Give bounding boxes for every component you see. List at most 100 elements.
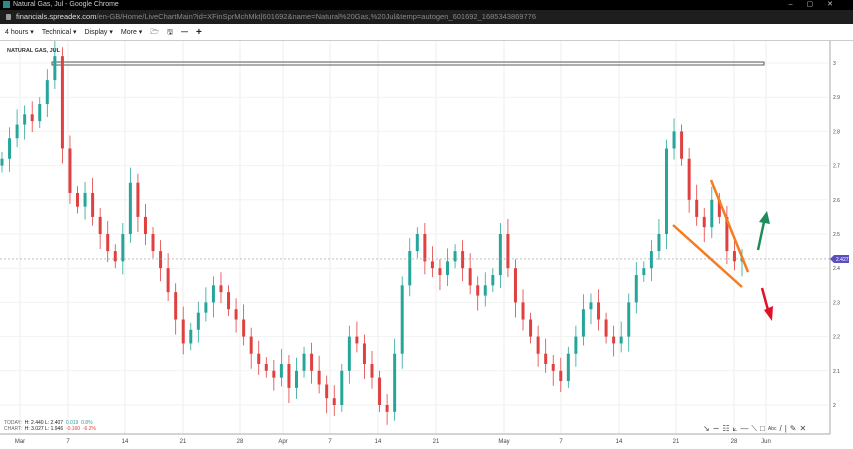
today-high: H: 2.440 [24, 420, 44, 426]
time-tick-label: 14 [616, 439, 623, 445]
candle [189, 329, 193, 344]
candle [513, 268, 517, 303]
candle [468, 268, 472, 286]
time-tick-label: 7 [328, 439, 332, 445]
falling-wedge-lower-line[interactable] [672, 224, 743, 288]
text-icon[interactable]: Abc [767, 426, 777, 432]
save-icon[interactable]: 🖫 [167, 29, 173, 36]
up-arrow-shaft [756, 221, 766, 251]
candle [166, 268, 170, 293]
arrow-icon[interactable]: ↘ [703, 424, 710, 433]
today-percent: 0.8% [81, 420, 93, 426]
curve-icon[interactable]: ∼ [712, 424, 720, 433]
candle [227, 292, 231, 310]
candle [91, 192, 95, 217]
candle [551, 363, 555, 371]
time-tick-label: 7 [66, 439, 70, 445]
price-tick-label: 2.7 [833, 164, 840, 170]
fan-icon[interactable]: ⟀ [732, 424, 738, 433]
down-arrow-shaft [760, 287, 770, 311]
zoom-out-icon[interactable]: — [180, 29, 188, 36]
candle [53, 56, 57, 81]
candle [355, 336, 359, 344]
candle [15, 124, 19, 139]
drawn-rectangle[interactable] [51, 61, 765, 66]
candle [423, 234, 427, 262]
fib-icon[interactable]: ☷ [722, 424, 730, 433]
candle [430, 261, 434, 269]
price-tick-label: 3 [833, 61, 836, 67]
url-domain: financials.spreadex.com [16, 12, 97, 21]
candle [0, 158, 4, 166]
candle [680, 131, 684, 159]
pencil-icon[interactable]: ✎ [789, 424, 797, 433]
candle [370, 363, 374, 378]
line-icon[interactable]: / [779, 424, 782, 433]
price-chart[interactable]: Mar 7 14 21 28 Apr 7 14 21 May 7 14 21 28 Jun 3 2.9 2.8 2.… [0, 41, 853, 449]
chart-label: CHART: [4, 426, 22, 432]
time-tick-label: Apr [278, 439, 287, 445]
display-dropdown[interactable]: Display ▾ [84, 29, 113, 36]
price-tick-label: 2.3 [833, 300, 840, 306]
trend-line-icon[interactable]: ⟍ [751, 424, 757, 433]
candle [136, 182, 140, 217]
candle [347, 336, 351, 371]
time-tick-label: 21 [673, 439, 680, 445]
candle [529, 319, 533, 337]
folder-open-icon[interactable]: 🗁 [150, 29, 159, 36]
candle [687, 158, 691, 200]
today-label: TODAY: [4, 420, 22, 426]
candle [574, 336, 578, 354]
candle [279, 363, 283, 378]
candle [385, 405, 389, 412]
candle [121, 234, 125, 262]
candle [8, 138, 12, 159]
time-tick-label: 7 [559, 439, 563, 445]
candle [461, 251, 465, 269]
candle [287, 363, 291, 388]
candle [453, 251, 457, 262]
candle [589, 302, 593, 310]
time-tick-label: 21 [433, 439, 440, 445]
candle [604, 319, 608, 337]
chart-toolbar: 4 hours ▾ Technical ▾ Display ▾ More ▾ 🗁… [0, 24, 853, 41]
chart-low: L: 1.946 [45, 426, 64, 432]
candle [76, 192, 80, 207]
address-bar[interactable]: financials.spreadex.com/en-GB/Home/LiveC… [0, 10, 853, 24]
window-controls[interactable]: –▢✕ [788, 1, 847, 8]
zoom-in-icon[interactable]: + [195, 27, 202, 38]
candle [30, 114, 34, 122]
candle [710, 199, 714, 228]
candle [332, 398, 336, 405]
price-tick-label: 2.8 [833, 129, 840, 135]
horizontal-line-icon[interactable]: — [740, 424, 749, 433]
candle [264, 363, 268, 371]
candle [649, 251, 653, 269]
candle [211, 285, 215, 303]
price-tick-label: 2.6 [833, 198, 840, 204]
candle [378, 377, 382, 405]
candle [446, 261, 450, 276]
candle [113, 251, 117, 262]
candle [45, 80, 49, 105]
candle [128, 182, 132, 234]
candle [483, 285, 487, 296]
candle [725, 216, 729, 252]
candle [634, 275, 638, 303]
candle [642, 268, 646, 276]
candle [657, 234, 661, 252]
technical-dropdown[interactable]: Technical ▾ [41, 29, 77, 36]
interval-dropdown[interactable]: 4 hours ▾ [5, 29, 34, 36]
drawing-tools: ↘ ∼ ☷ ⟀ — ⟍ □ Abc / | ✎ ✕ [703, 424, 806, 434]
close-icon[interactable]: ✕ [799, 424, 807, 433]
falling-wedge-upper-line[interactable] [709, 179, 750, 273]
time-tick-label: Mar [15, 439, 25, 445]
time-tick-label: Jun [761, 439, 771, 445]
more-dropdown[interactable]: More ▾ [120, 29, 143, 36]
candle [196, 312, 200, 330]
candle [732, 251, 736, 262]
rectangle-icon[interactable]: □ [759, 424, 765, 433]
candle [174, 292, 178, 320]
candle [619, 336, 623, 344]
candle [438, 268, 442, 276]
